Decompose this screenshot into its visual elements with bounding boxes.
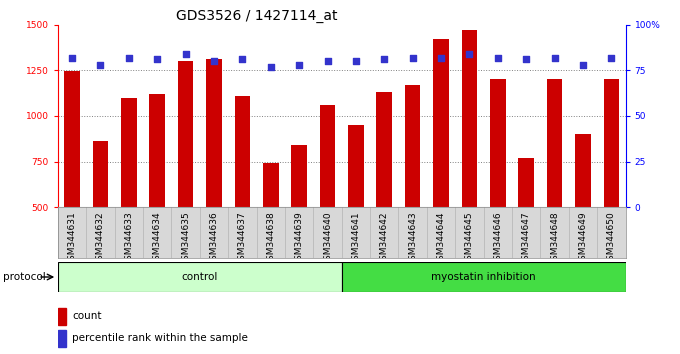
Bar [377, 92, 392, 298]
Text: GSM344648: GSM344648 [550, 211, 559, 266]
Text: GSM344634: GSM344634 [153, 211, 162, 266]
Bar [177, 61, 193, 298]
Point [294, 62, 305, 68]
Bar [64, 71, 80, 298]
Bar [320, 105, 335, 298]
Point [577, 62, 588, 68]
Text: GSM344640: GSM344640 [323, 211, 332, 266]
Text: GSM344644: GSM344644 [437, 211, 445, 266]
Bar [121, 98, 137, 298]
Text: percentile rank within the sample: percentile rank within the sample [72, 333, 248, 343]
Bar [235, 96, 250, 298]
Bar [150, 94, 165, 298]
Point [123, 55, 134, 61]
Bar [58, 330, 67, 347]
Point [492, 55, 503, 61]
Point [180, 51, 191, 57]
Text: GSM344638: GSM344638 [267, 211, 275, 266]
Text: GSM344632: GSM344632 [96, 211, 105, 266]
Text: GSM344635: GSM344635 [181, 211, 190, 266]
Text: GSM344650: GSM344650 [607, 211, 616, 266]
Point [407, 55, 418, 61]
Point [265, 64, 276, 69]
Text: GSM344649: GSM344649 [579, 211, 588, 266]
Text: myostatin inhibition: myostatin inhibition [431, 272, 536, 282]
Text: control: control [182, 272, 218, 282]
Text: GSM344641: GSM344641 [352, 211, 360, 266]
Point [549, 55, 560, 61]
Bar [291, 145, 307, 298]
Point [152, 57, 163, 62]
Text: protocol: protocol [3, 272, 46, 282]
Bar [58, 308, 67, 325]
Text: GSM344646: GSM344646 [494, 211, 503, 266]
Point [436, 55, 447, 61]
Bar [58, 262, 342, 292]
Bar [263, 163, 279, 298]
Bar [206, 59, 222, 298]
Text: GSM344636: GSM344636 [209, 211, 218, 266]
Point [606, 55, 617, 61]
Text: GSM344642: GSM344642 [380, 211, 389, 266]
Point [237, 57, 248, 62]
Text: GSM344637: GSM344637 [238, 211, 247, 266]
Bar [433, 39, 449, 298]
Text: GSM344645: GSM344645 [465, 211, 474, 266]
Text: GSM344647: GSM344647 [522, 211, 530, 266]
Bar [92, 142, 108, 298]
Text: count: count [72, 312, 101, 321]
Bar [462, 30, 477, 298]
Point [209, 58, 220, 64]
Point [350, 58, 361, 64]
Point [67, 55, 78, 61]
Text: GSM344633: GSM344633 [124, 211, 133, 266]
Point [379, 57, 390, 62]
Bar [405, 85, 420, 298]
Bar [490, 79, 506, 298]
Text: GSM344631: GSM344631 [67, 211, 76, 266]
Bar [342, 262, 626, 292]
Point [95, 62, 106, 68]
Text: GDS3526 / 1427114_at: GDS3526 / 1427114_at [176, 9, 337, 23]
Bar [348, 125, 364, 298]
Text: GSM344643: GSM344643 [408, 211, 417, 266]
Text: GSM344639: GSM344639 [294, 211, 303, 266]
Bar [547, 79, 562, 298]
Bar [518, 158, 534, 298]
Point [521, 57, 532, 62]
Bar [604, 79, 619, 298]
Point [322, 58, 333, 64]
Bar [575, 134, 591, 298]
Point [464, 51, 475, 57]
